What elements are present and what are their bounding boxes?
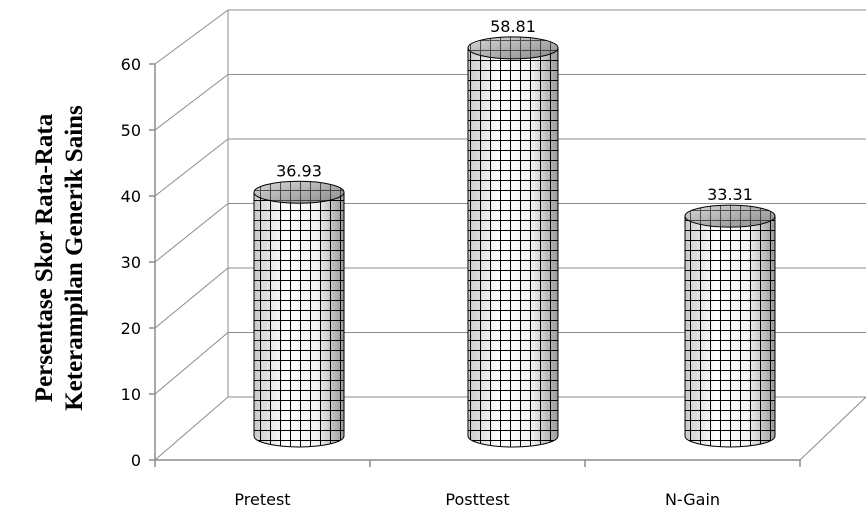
gridline-side [154, 74, 229, 131]
y-tick-label: 60 [121, 55, 141, 74]
y-tick-label: 50 [121, 121, 141, 140]
data-label: 36.93 [276, 161, 322, 180]
gridline-side [154, 9, 229, 65]
data-label: 33.31 [707, 185, 753, 204]
labels: 36.93 Pretest 58.81 Posttest 33.31 N-Gain [234, 17, 752, 509]
x-tick-label: Pretest [234, 490, 290, 509]
cylinder-grid [253, 191, 345, 448]
gridline-side [154, 203, 229, 263]
bars [253, 36, 776, 448]
cylinder-top-grid [468, 36, 558, 59]
x-tick-label: N-Gain [665, 490, 720, 509]
y-tick-label: 10 [121, 385, 141, 404]
y-tick-label: 0 [131, 451, 141, 470]
data-label: 58.81 [490, 17, 536, 36]
gridline-side [154, 138, 229, 197]
gridline-side [154, 332, 229, 395]
gridline-side [154, 396, 229, 461]
y-tick-label: 40 [121, 187, 141, 206]
cylinder-grid [684, 215, 776, 448]
x-tick-label: Posttest [445, 490, 509, 509]
floor-edge [799, 396, 866, 461]
bar-pretest [253, 180, 345, 448]
y-tick-label: 20 [121, 319, 141, 338]
bar-posttest [467, 36, 559, 448]
gridline-side [154, 267, 229, 329]
y-tick-label: 30 [121, 253, 141, 272]
cylinder-top-grid [685, 205, 775, 228]
cylinder-grid [467, 47, 559, 448]
y-axis-title-line-2: Keterampilan Generik Sains [61, 105, 88, 411]
axes: 0 10 20 30 40 50 60 [121, 9, 866, 470]
bar-n-gain [684, 204, 776, 448]
cylinder-top-grid [254, 181, 344, 204]
y-axis-title-line-1: Persentase Skor Rata-Rata [31, 113, 58, 402]
